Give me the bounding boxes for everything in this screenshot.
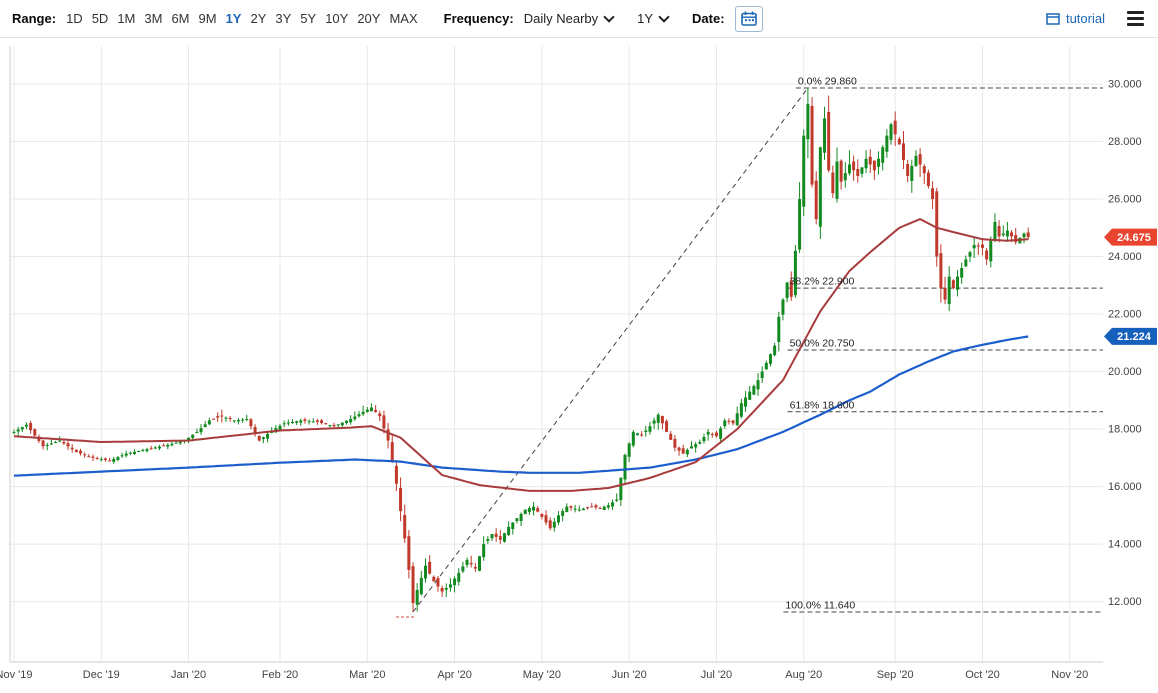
calendar-icon: [740, 11, 757, 26]
menu-icon[interactable]: [1125, 9, 1146, 28]
tutorial-link[interactable]: tutorial: [1046, 11, 1105, 26]
svg-text:Aug '20: Aug '20: [785, 669, 822, 681]
svg-text:12.000: 12.000: [1108, 596, 1142, 608]
svg-text:Nov '20: Nov '20: [1051, 669, 1088, 681]
date-label: Date:: [692, 11, 725, 26]
svg-text:Mar '20: Mar '20: [349, 669, 385, 681]
chevron-down-icon: [603, 11, 615, 23]
range-option-5d[interactable]: 5D: [91, 11, 109, 26]
svg-text:16.000: 16.000: [1108, 481, 1142, 493]
tutorial-icon: [1046, 12, 1060, 25]
svg-text:Nov '19: Nov '19: [0, 669, 32, 681]
period-value: 1Y: [637, 11, 654, 26]
svg-text:Dec '19: Dec '19: [83, 669, 120, 681]
range-option-1m[interactable]: 1M: [117, 11, 136, 26]
range-option-max[interactable]: MAX: [389, 11, 418, 26]
svg-text:0.0% 29.860: 0.0% 29.860: [798, 75, 857, 87]
range-option-3m[interactable]: 3M: [144, 11, 163, 26]
range-option-2y[interactable]: 2Y: [250, 11, 267, 26]
toolbar: Range: 1D 5D 1M 3M 6M 9M 1Y 2Y 3Y 5Y 10Y 20Y MAX Fre…: [0, 0, 1158, 38]
range-option-20y[interactable]: 20Y: [357, 11, 381, 26]
svg-text:Jun '20: Jun '20: [612, 669, 647, 681]
range-option-10y[interactable]: 10Y: [325, 11, 349, 26]
svg-text:38.2% 22.900: 38.2% 22.900: [790, 276, 855, 288]
svg-text:30.000: 30.000: [1108, 78, 1142, 90]
svg-text:18.000: 18.000: [1108, 424, 1142, 436]
svg-text:61.8% 18.600: 61.8% 18.600: [790, 399, 855, 411]
svg-text:Jan '20: Jan '20: [171, 669, 206, 681]
range-option-5y[interactable]: 5Y: [300, 11, 317, 26]
range-option-6m[interactable]: 6M: [171, 11, 190, 26]
svg-text:26.000: 26.000: [1108, 193, 1142, 205]
svg-text:100.0% 11.640: 100.0% 11.640: [785, 599, 855, 611]
frequency-select[interactable]: Daily Nearby: [523, 11, 615, 26]
calendar-button[interactable]: [734, 5, 763, 32]
svg-text:Feb '20: Feb '20: [262, 669, 298, 681]
svg-text:21.224: 21.224: [1117, 331, 1152, 343]
frequency-value: Daily Nearby: [523, 11, 599, 26]
svg-text:50.0% 20.750: 50.0% 20.750: [790, 337, 855, 349]
chevron-down-icon: [658, 11, 670, 23]
range-option-1d[interactable]: 1D: [66, 11, 83, 26]
tutorial-label: tutorial: [1065, 11, 1105, 26]
range-options: 1D 5D 1M 3M 6M 9M 1Y 2Y 3Y 5Y 10Y 20Y MAX: [66, 11, 418, 26]
svg-text:20.000: 20.000: [1108, 366, 1142, 378]
svg-text:Oct '20: Oct '20: [965, 669, 1000, 681]
svg-text:22.000: 22.000: [1108, 309, 1142, 321]
price-chart[interactable]: 0.0% 29.860 38.2% 22.900 50.0% 20.750 61.8%…: [0, 38, 1158, 688]
range-option-1y[interactable]: 1Y: [225, 11, 242, 26]
svg-text:28.000: 28.000: [1108, 136, 1142, 148]
svg-text:Sep '20: Sep '20: [877, 669, 914, 681]
svg-text:24.000: 24.000: [1108, 251, 1142, 263]
frequency-label: Frequency:: [443, 11, 514, 26]
svg-text:Jul '20: Jul '20: [701, 669, 732, 681]
period-select[interactable]: 1Y: [637, 11, 670, 26]
svg-text:24.675: 24.675: [1117, 232, 1151, 244]
svg-text:May '20: May '20: [523, 669, 561, 681]
range-option-3y[interactable]: 3Y: [275, 11, 292, 26]
range-option-9m[interactable]: 9M: [198, 11, 217, 26]
chart-area: 0.0% 29.860 38.2% 22.900 50.0% 20.750 61.8%…: [0, 38, 1158, 688]
svg-text:14.000: 14.000: [1108, 539, 1142, 551]
svg-text:Apr '20: Apr '20: [437, 669, 472, 681]
range-label: Range:: [12, 11, 57, 26]
